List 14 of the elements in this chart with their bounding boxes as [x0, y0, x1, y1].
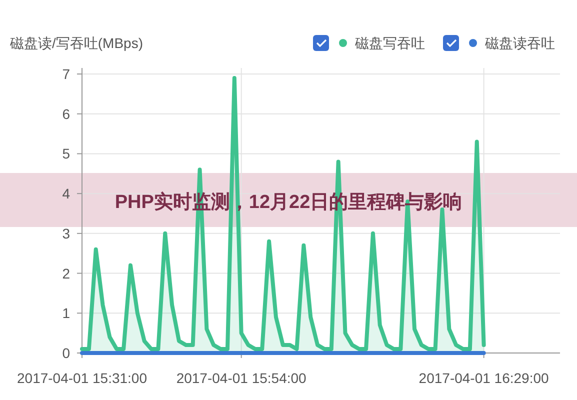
- xtick: 2017-04-01 15:31:00: [17, 370, 147, 386]
- ytick: 6: [62, 106, 70, 122]
- ytick: 1: [62, 305, 70, 322]
- ytick: 4: [62, 186, 70, 202]
- ytick: 2: [62, 265, 70, 282]
- legend-label: 磁盘读吞吐: [485, 35, 555, 51]
- ylabel: 磁盘读/写吞吐(MBps): [10, 35, 143, 51]
- ytick: 3: [62, 225, 70, 242]
- ytick: 5: [62, 146, 70, 162]
- ytick: 7: [62, 66, 70, 82]
- ytick: 0: [62, 345, 70, 361]
- legend-label: 磁盘写吞吐: [355, 35, 425, 51]
- xtick: 2017-04-01 15:54:00: [176, 370, 306, 386]
- xtick: 2017-04-01 16:29:00: [418, 370, 549, 386]
